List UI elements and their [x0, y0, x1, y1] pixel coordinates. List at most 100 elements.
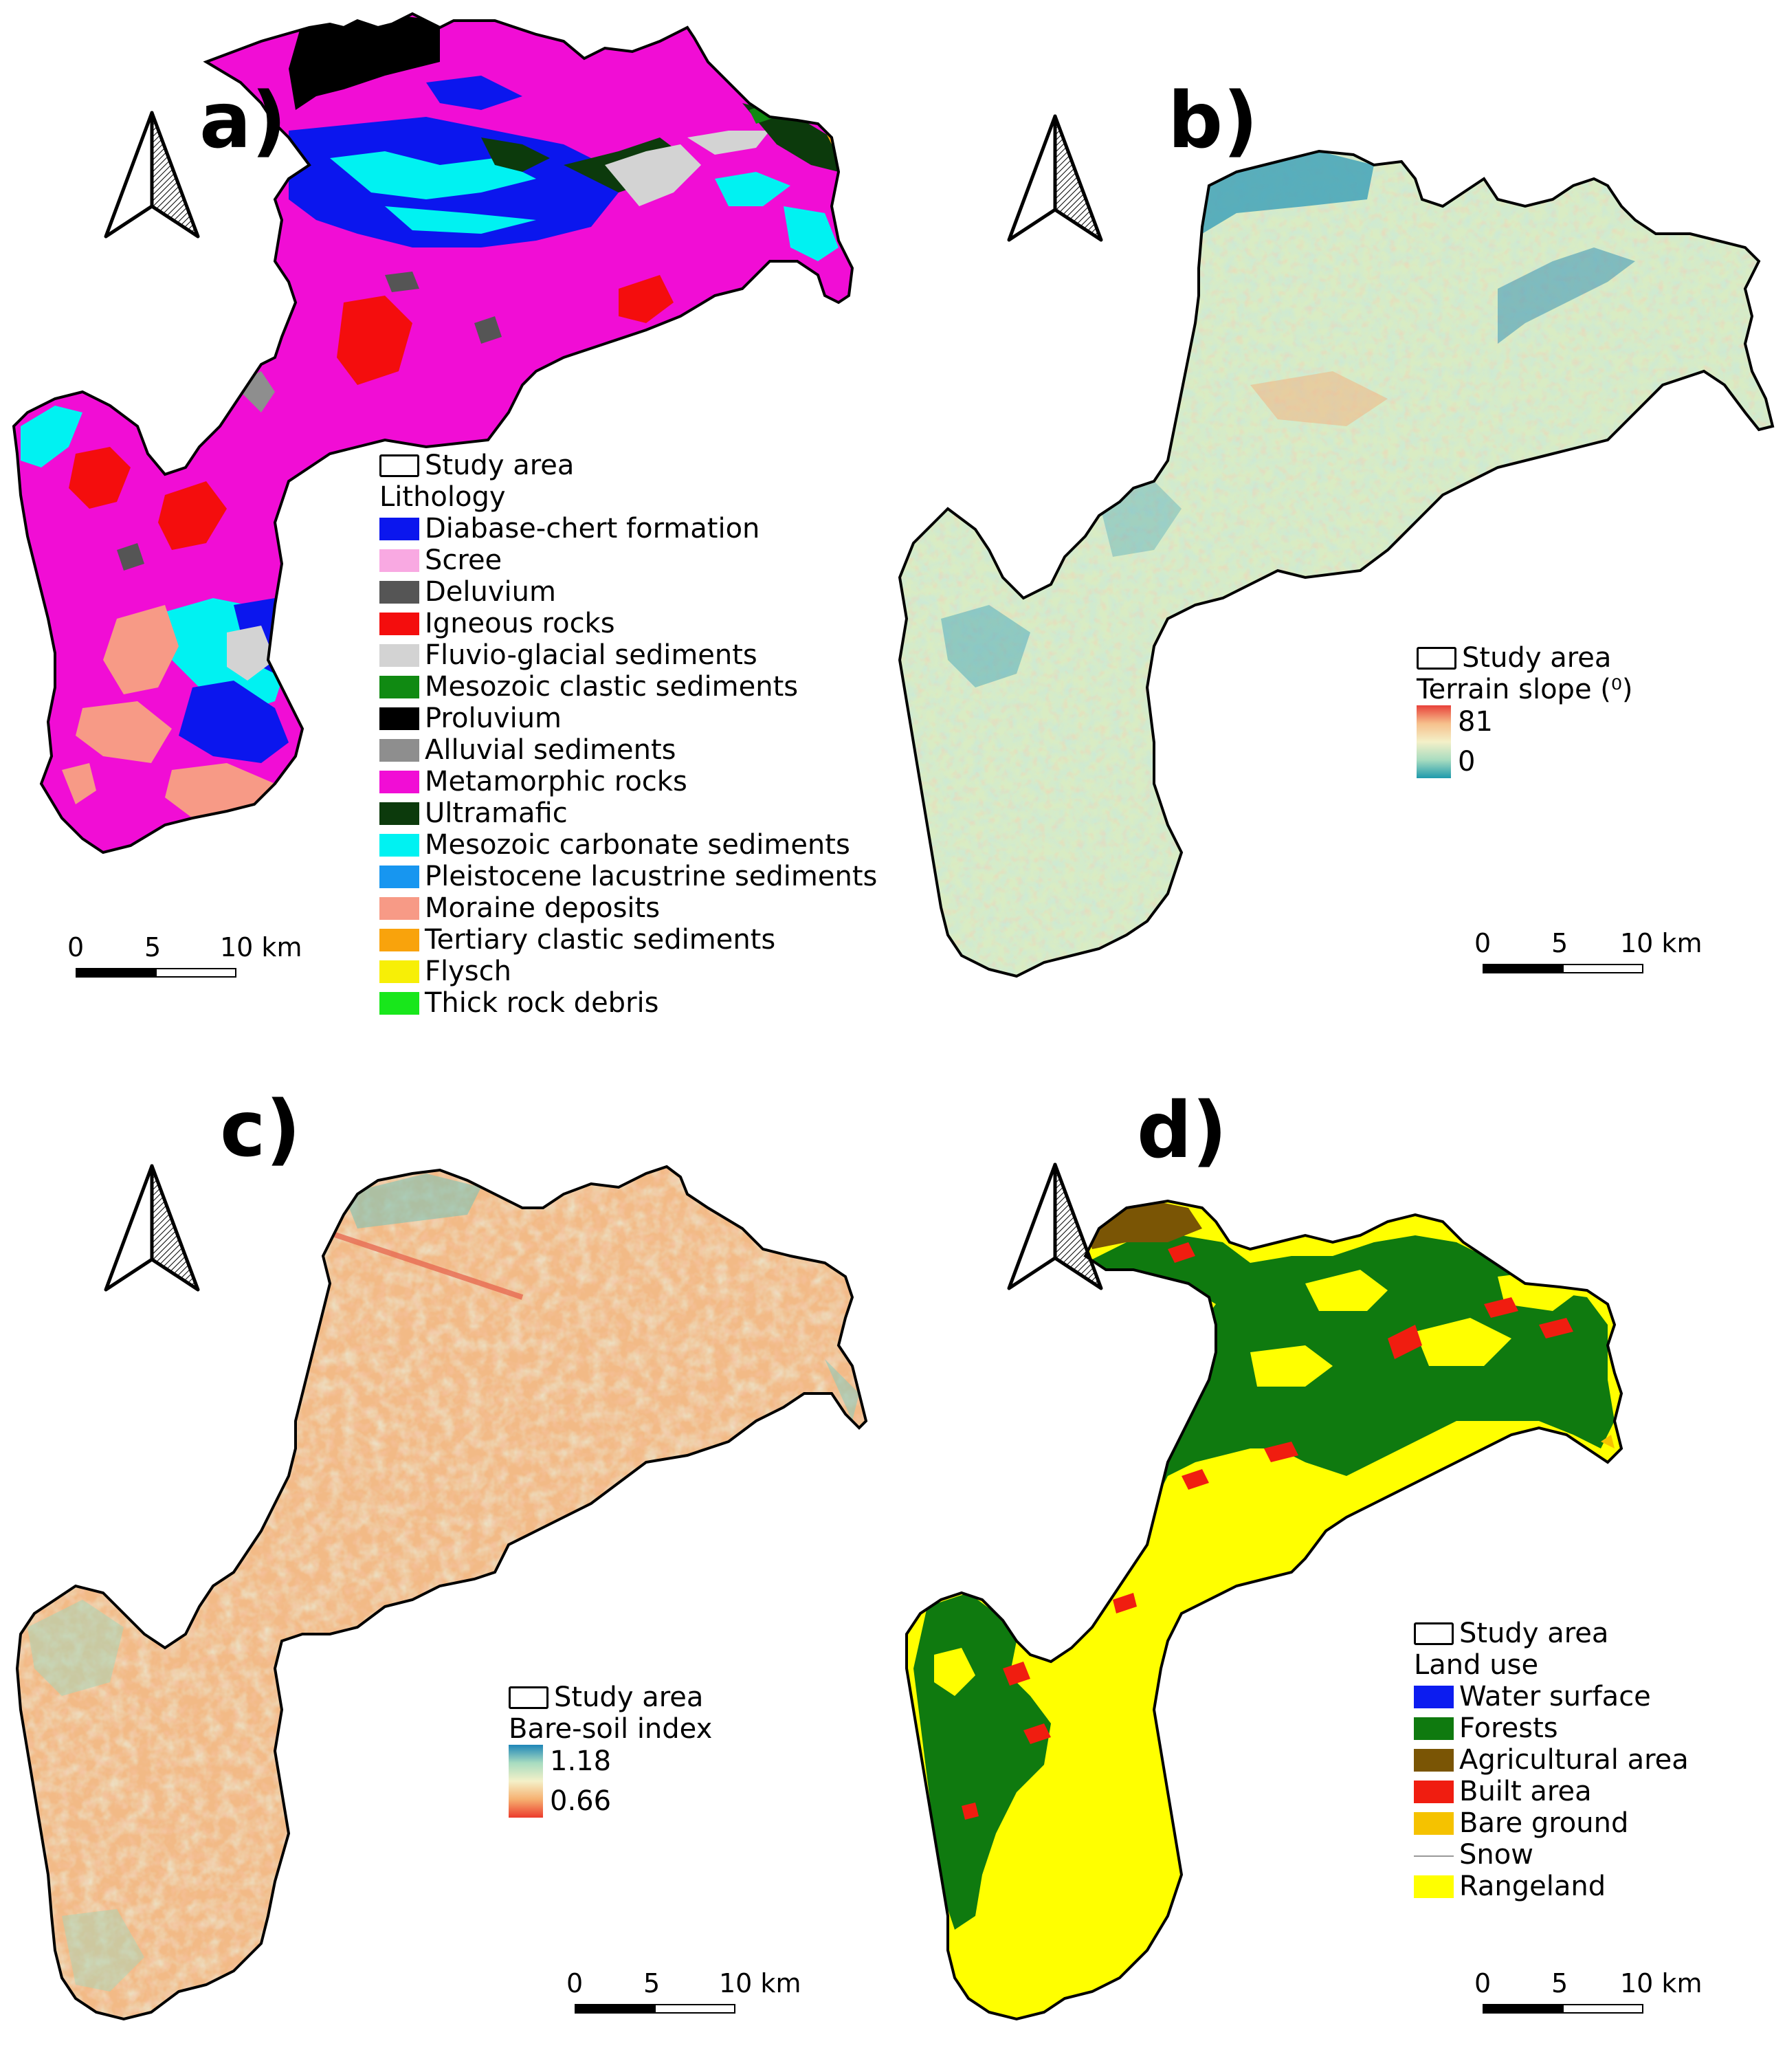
- legend-study-area: Study area: [509, 1682, 712, 1713]
- legend-title: Terrain slope (⁰): [1417, 674, 1633, 705]
- north-arrow-icon: [1007, 1162, 1103, 1290]
- color-ramp: [509, 1745, 543, 1818]
- study-area-swatch: [509, 1686, 548, 1709]
- ramp-max-label: 1.18: [550, 1745, 612, 1777]
- lithology-map: [12, 12, 854, 854]
- color-ramp: [1417, 705, 1451, 778]
- legend-label: Deluvium: [425, 576, 556, 608]
- scale-tick: 0: [67, 932, 85, 962]
- legend-label: Pleistocene lacustrine sediments: [425, 861, 878, 892]
- legend-swatch: [379, 707, 419, 730]
- legend-swatch: [379, 738, 419, 762]
- legend-swatch: [1414, 1717, 1454, 1740]
- scale-tick: 5: [643, 1968, 661, 1998]
- bare-soil-map: [16, 1165, 867, 2020]
- scale-tick: 5: [1551, 928, 1568, 958]
- legend-swatch: [379, 991, 419, 1015]
- legend-swatch: [379, 675, 419, 698]
- legend-item: Metamorphic rocks: [379, 766, 877, 797]
- legend-label: Bare ground: [1459, 1807, 1629, 1839]
- study-area-swatch: [1414, 1622, 1454, 1645]
- scale-tick: 0: [1474, 1968, 1492, 1998]
- scale-bar: 0 5 10 km: [1474, 928, 1702, 978]
- legend-item: Water surface: [1414, 1681, 1689, 1712]
- legend-label: Metamorphic rocks: [425, 766, 687, 797]
- slope-legend: Study area Terrain slope (⁰) 81 0: [1417, 642, 1633, 778]
- legend-label: Study area: [1459, 1618, 1609, 1649]
- legend-label: Ultramafic: [425, 797, 568, 829]
- legend-label: Thick rock debris: [425, 987, 659, 1019]
- legend-item: Bare ground: [1414, 1807, 1689, 1839]
- scale-bar-black: [1483, 964, 1564, 973]
- panel-label: a): [199, 76, 287, 166]
- legend-label: Study area: [425, 450, 575, 481]
- ramp-min-label: 0.66: [550, 1785, 612, 1817]
- legend-title: Land use: [1414, 1649, 1539, 1681]
- scale-tick: 0: [1474, 928, 1492, 958]
- north-arrow-icon: [104, 111, 200, 239]
- legend-swatch: [379, 833, 419, 857]
- north-arrow-icon: [1007, 114, 1103, 242]
- legend-label: Built area: [1459, 1776, 1592, 1807]
- legend-swatch: [379, 612, 419, 635]
- legend-item: Fluvio-glacial sediments: [379, 639, 877, 671]
- legend-item: Pleistocene lacustrine sediments: [379, 861, 877, 892]
- legend-label: Mesozoic carbonate sediments: [425, 829, 850, 861]
- legend-swatch: [379, 802, 419, 825]
- scale-bar-black: [575, 2004, 656, 2014]
- legend-swatch: [1414, 1780, 1454, 1803]
- legend-item: Alluvial sediments: [379, 734, 877, 766]
- study-area-swatch: [1417, 646, 1456, 670]
- panel-label: c): [220, 1085, 301, 1174]
- legend-label: Agricultural area: [1459, 1744, 1689, 1776]
- bare-soil-legend: Study area Bare-soil index 1.18 0.66: [509, 1682, 712, 1818]
- legend-item: Forests: [1414, 1712, 1689, 1744]
- legend-label: Scree: [425, 544, 502, 576]
- scale-tick: 10 km: [1620, 928, 1703, 958]
- legend-item: Moraine deposits: [379, 892, 877, 924]
- legend-swatch: [379, 643, 419, 667]
- legend-label: Flysch: [425, 956, 511, 987]
- legend-swatch: [379, 517, 419, 540]
- legend-item: Mesozoic carbonate sediments: [379, 829, 877, 861]
- legend-study-area: Study area: [379, 450, 877, 481]
- north-arrow-icon: [104, 1164, 200, 1292]
- scale-bar-white: [1562, 964, 1643, 973]
- scale-tick: 10 km: [220, 932, 302, 962]
- legend-swatch: [379, 580, 419, 604]
- scale-bar-black: [1483, 2004, 1564, 2014]
- legend-swatch: [379, 960, 419, 983]
- land-use-legend: Study area Land use Water surface Forests…: [1414, 1618, 1689, 1902]
- scale-bar-white: [654, 2004, 735, 2014]
- ramp-max-label: 81: [1458, 706, 1493, 738]
- legend-label: Fluvio-glacial sediments: [425, 639, 757, 671]
- legend-label: Rangeland: [1459, 1871, 1606, 1902]
- panel-label: d): [1137, 1086, 1228, 1176]
- legend-item: Agricultural area: [1414, 1744, 1689, 1776]
- legend-item: Proluvium: [379, 703, 877, 734]
- panel-slope: b) Study area Terrain slope (⁰) 81 0 0 5…: [893, 0, 1785, 1036]
- legend-swatch: [1414, 1811, 1454, 1835]
- legend-label: Igneous rocks: [425, 608, 615, 639]
- legend-study-area: Study area: [1417, 642, 1633, 674]
- legend-label: Mesozoic clastic sediments: [425, 671, 799, 703]
- legend-item: Built area: [1414, 1776, 1689, 1807]
- land-use-map: [905, 1200, 1623, 2020]
- legend-item: Thick rock debris: [379, 987, 877, 1019]
- ramp-min-label: 0: [1458, 746, 1476, 778]
- legend-swatch: [379, 865, 419, 888]
- panel-bare-soil: c) Study area Bare-soil index 1.18 0.66 …: [0, 1036, 892, 2072]
- scale-bar-white: [155, 968, 236, 978]
- legend-label: Water surface: [1459, 1681, 1651, 1712]
- scale-bar: 0 5 10 km: [67, 932, 302, 982]
- legend-label: Study area: [1462, 642, 1612, 674]
- legend-title: Lithology: [379, 481, 506, 513]
- panel-land-use: d) Study area Land use Water surface Fore…: [893, 1036, 1785, 2072]
- scale-tick: 5: [1551, 1968, 1568, 1998]
- scale-bar-white: [1562, 2004, 1643, 2014]
- legend-item: Tertiary clastic sediments: [379, 924, 877, 956]
- slope-map: [898, 150, 1774, 978]
- legend-item: Ultramafic: [379, 797, 877, 829]
- scale-tick: 10 km: [1620, 1968, 1703, 1998]
- legend-swatch: [1414, 1855, 1454, 1857]
